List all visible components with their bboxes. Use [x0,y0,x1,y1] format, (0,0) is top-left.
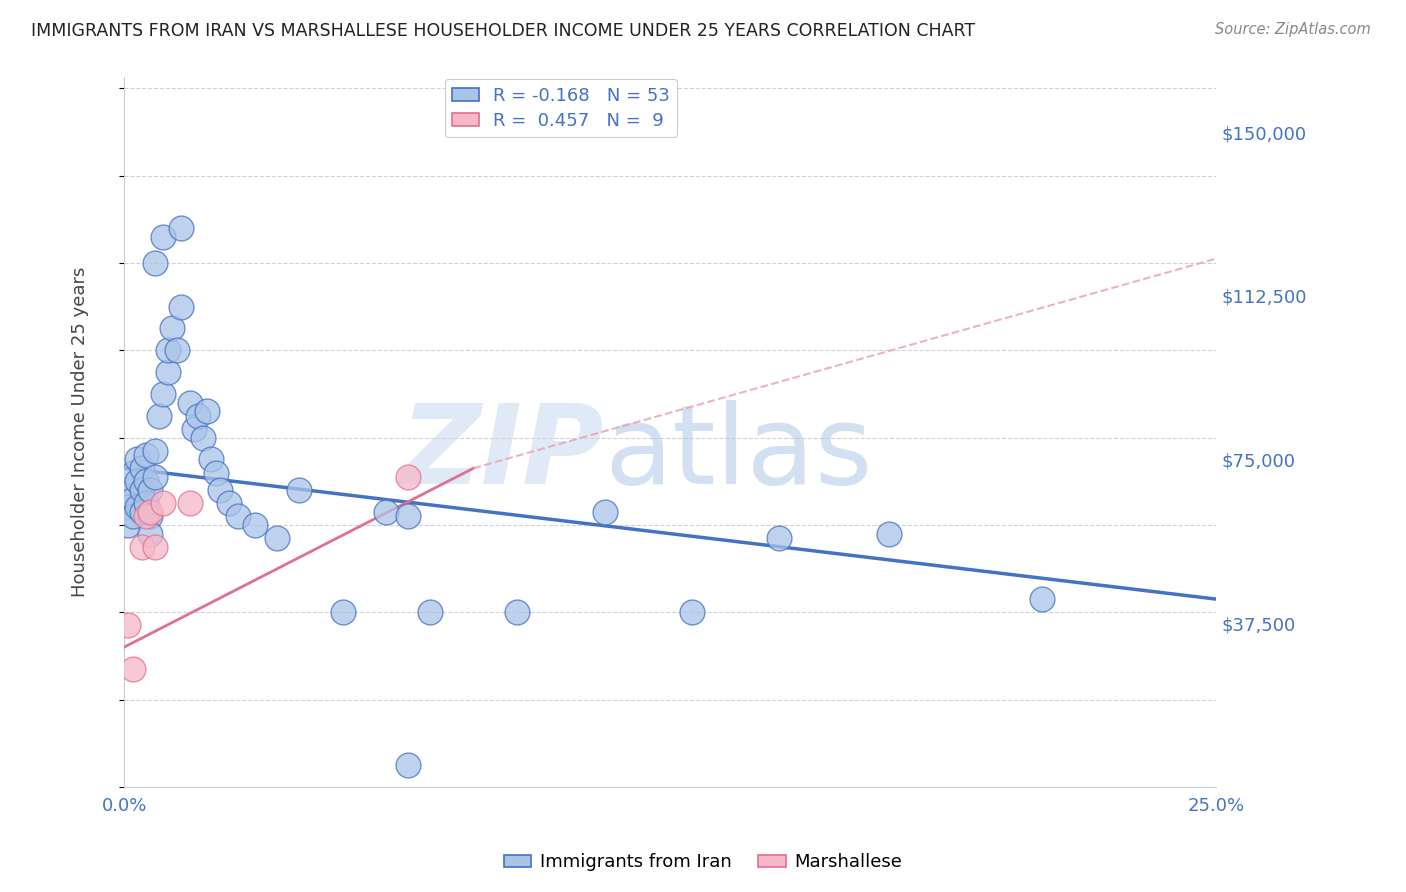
Point [152,229,174,244]
Point [131,461,153,475]
Point [152,387,174,401]
Point [131,540,153,554]
Point [135,448,157,462]
Point [243,517,266,532]
Point [148,409,170,423]
Text: ZIP: ZIP [401,400,605,507]
Point [396,509,419,524]
Point [160,321,183,335]
Point [127,452,149,467]
Point [127,475,149,489]
Point [170,300,193,314]
Point [143,256,166,270]
Point [419,605,441,619]
Point [593,505,616,519]
Point [179,395,201,409]
Point [332,605,354,619]
Point [768,531,790,545]
Point [152,496,174,510]
Point [209,483,232,497]
Point [139,526,162,541]
Point [288,483,311,497]
Point [117,500,139,515]
Point [156,343,179,358]
Text: IMMIGRANTS FROM IRAN VS MARSHALLESE HOUSEHOLDER INCOME UNDER 25 YEARS CORRELATIO: IMMIGRANTS FROM IRAN VS MARSHALLESE HOUS… [31,22,974,40]
Point [179,496,201,510]
Point [396,758,419,772]
Point [205,466,228,480]
Point [375,505,398,519]
Point [166,343,188,358]
Point [127,500,149,515]
Point [143,470,166,484]
Point [135,509,157,524]
Point [226,509,249,524]
Point [200,452,222,467]
Point [139,483,162,497]
Point [506,605,529,619]
Point [266,531,288,545]
Point [121,491,143,506]
Point [117,483,139,497]
Point [396,470,419,484]
Point [187,409,209,423]
Legend: Immigrants from Iran, Marshallese: Immigrants from Iran, Marshallese [496,847,910,879]
Point [877,526,900,541]
Text: atlas: atlas [605,400,873,507]
Point [218,496,240,510]
Text: Source: ZipAtlas.com: Source: ZipAtlas.com [1215,22,1371,37]
Y-axis label: Householder Income Under 25 years: Householder Income Under 25 years [72,267,89,598]
Point [1031,592,1053,607]
Point [170,221,193,235]
Point [156,365,179,379]
Point [121,466,143,480]
Point [117,517,139,532]
Point [681,605,703,619]
Point [121,509,143,524]
Point [131,483,153,497]
Point [191,431,214,445]
Point [131,505,153,519]
Point [135,496,157,510]
Point [117,618,139,632]
Point [143,540,166,554]
Point [121,662,143,676]
Point [135,475,157,489]
Point [139,509,162,524]
Point [183,422,205,436]
Point [139,505,162,519]
Legend: R = -0.168   N = 53, R =  0.457   N =  9: R = -0.168 N = 53, R = 0.457 N = 9 [444,79,678,137]
Point [143,443,166,458]
Point [195,404,218,418]
